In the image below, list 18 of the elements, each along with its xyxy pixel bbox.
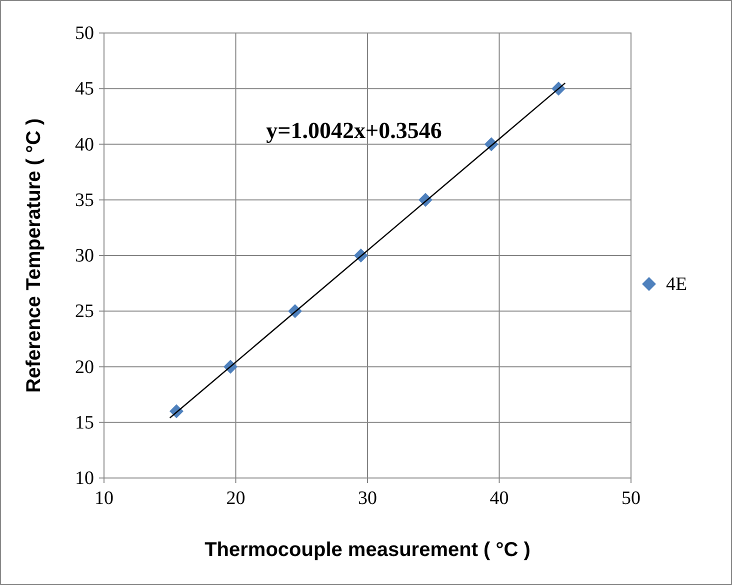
y-tick-label: 20: [75, 356, 94, 378]
y-tick-label: 30: [75, 246, 94, 266]
x-tick-label: 20: [226, 488, 246, 509]
y-tick-label: 40: [75, 134, 94, 156]
y-tick-label: 15: [75, 412, 94, 434]
y-tick-label: 50: [75, 23, 94, 44]
y-tick-label: 35: [75, 190, 94, 211]
x-tick-label: 40: [490, 488, 509, 509]
y-axis-title: Reference Temperature ( °C ): [23, 118, 45, 393]
y-tick-label: 45: [75, 78, 94, 100]
annotation: y=1.0042x+0.3546: [266, 118, 442, 143]
x-tick-label: 50: [622, 488, 640, 509]
y-tick-label: 10: [75, 468, 94, 489]
x-tick-label: 10: [94, 488, 114, 509]
x-axis-title: Thermocouple measurement ( °C ): [204, 539, 530, 561]
legend-label: 4E: [666, 274, 688, 295]
y-tick-label: 25: [75, 301, 94, 322]
x-tick-label: 30: [358, 488, 377, 509]
